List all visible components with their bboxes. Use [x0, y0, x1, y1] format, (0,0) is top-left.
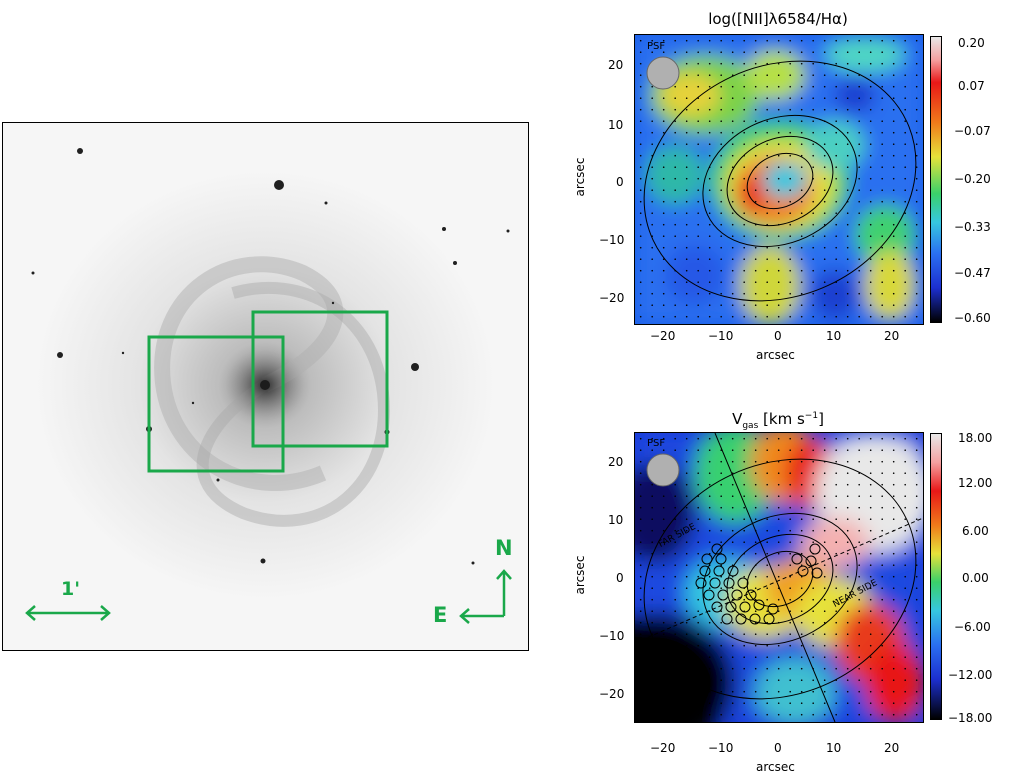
galaxy-disk — [35, 170, 495, 600]
vgas-title-main: V — [732, 410, 743, 428]
nii-map-isophote-contours — [643, 60, 917, 302]
nii-colorbar-tick: −0.47 — [954, 266, 991, 280]
scale-bar-label: 1' — [61, 578, 81, 600]
vgas-psf-circle — [646, 453, 680, 487]
vgas-colorbar-tick: 0.00 — [962, 571, 989, 585]
nii-psf-circle — [646, 56, 680, 90]
nii-x-tick: −10 — [708, 329, 734, 343]
vgas-title-exp: −1 — [804, 411, 819, 421]
vgas-title-unit: [km s — [763, 410, 805, 428]
vgas-y-tick: −20 — [599, 687, 625, 701]
nii-colorbar-tick: 0.07 — [958, 79, 985, 93]
vgas-colorbar-tick: −12.00 — [948, 668, 993, 682]
nii-colorbar-tick: −0.60 — [954, 311, 991, 325]
vgas-colorbar — [930, 433, 942, 720]
scale-bar-arrow — [25, 605, 111, 621]
compass-north-label: N — [495, 536, 513, 560]
optical-galaxy-image: 1' N E — [2, 122, 529, 651]
nii-x-axis-label: arcsec — [756, 348, 795, 362]
nii-y-tick: 0 — [616, 175, 624, 189]
vgas-y-tick: 0 — [616, 571, 624, 585]
vgas-colorbar-tick: −18.00 — [948, 711, 993, 725]
nii-colorbar-tick: −0.07 — [954, 124, 991, 138]
vgas-fiber-markers — [695, 543, 823, 625]
nii-x-tick: 20 — [884, 329, 900, 343]
nii-x-tick: −20 — [650, 329, 676, 343]
nii-map: PSF — [634, 34, 924, 325]
vgas-colorbar-tick: 12.00 — [958, 476, 993, 490]
compass-arrows — [459, 569, 512, 624]
vgas-x-tick: 0 — [774, 741, 782, 755]
vgas-x-tick: −10 — [708, 741, 734, 755]
vgas-colorbar-tick: −6.00 — [954, 620, 991, 634]
compass-east-label: E — [433, 603, 448, 627]
vgas-y-axis-label: arcsec — [573, 555, 587, 595]
vgas-x-tick: 20 — [884, 741, 900, 755]
vgas-x-axis-label: arcsec — [756, 760, 795, 774]
field-of-view-boxes — [147, 310, 389, 473]
nii-map-title: log([NII]λ6584/Hα) — [708, 10, 848, 28]
vgas-kinematic-axes — [635, 433, 923, 722]
nii-y-tick: −20 — [599, 291, 625, 305]
vgas-y-tick: 20 — [608, 455, 624, 469]
nii-psf-label: PSF — [647, 41, 666, 52]
vgas-psf-label: PSF — [647, 438, 666, 449]
nii-colorbar-tick: −0.33 — [954, 220, 991, 234]
vgas-title-sub: gas — [742, 421, 759, 431]
vgas-colorbar-tick: 18.00 — [958, 431, 993, 445]
nii-y-tick: 20 — [608, 58, 624, 72]
nii-colorbar-tick: −0.20 — [954, 172, 991, 186]
nii-colorbar-tick: 0.20 — [958, 36, 985, 50]
vgas-y-tick: −10 — [599, 629, 625, 643]
nii-y-axis-label: arcsec — [573, 157, 587, 197]
vgas-y-tick: 10 — [608, 513, 624, 527]
vgas-x-tick: 10 — [826, 741, 842, 755]
nii-x-tick: 0 — [774, 329, 782, 343]
vgas-map-title: Vgas [km s−1] — [634, 410, 922, 431]
nii-colorbar — [930, 36, 942, 323]
nii-y-tick: −10 — [599, 233, 625, 247]
vgas-colorbar-tick: 6.00 — [962, 524, 989, 538]
vgas-map: PSF FAR SIDE NEAR SIDE — [634, 432, 924, 723]
vgas-x-tick: −20 — [650, 741, 676, 755]
vgas-title-close: ] — [818, 410, 824, 428]
nii-x-tick: 10 — [826, 329, 842, 343]
nii-y-tick: 10 — [608, 118, 624, 132]
